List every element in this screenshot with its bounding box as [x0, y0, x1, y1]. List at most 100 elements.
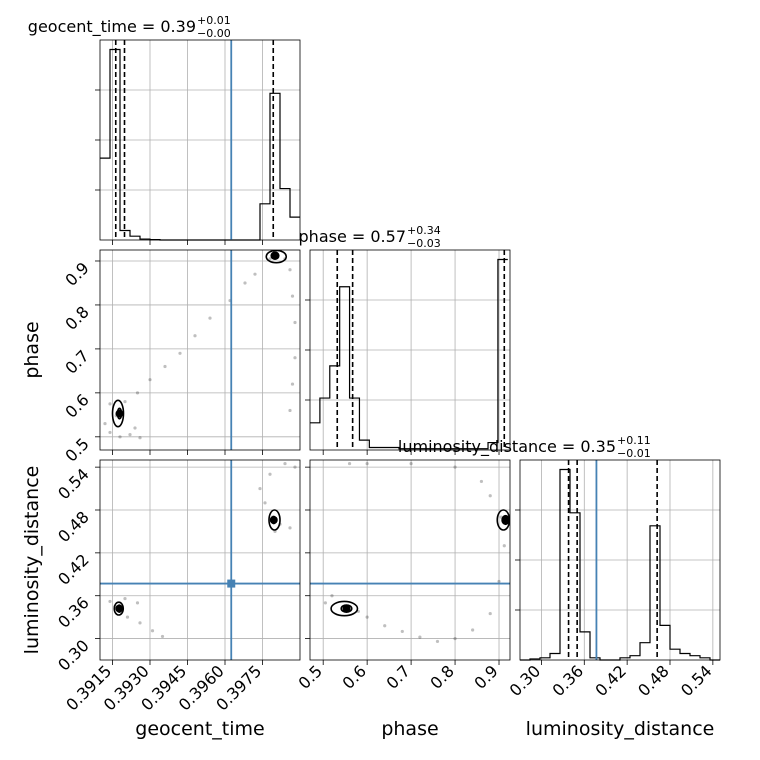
title-upper-err: +0.11	[617, 434, 651, 447]
sample-point	[138, 436, 142, 440]
x-tick-label: 0.36	[548, 661, 587, 700]
scatter-panel-phase-luminosity_distance: 0.5 0.6 0.7 0.8 0.9	[295, 459, 511, 693]
density-contour	[265, 250, 288, 264]
sample-point	[409, 461, 413, 466]
title-upper-err: +0.01	[197, 14, 231, 27]
panel-frame	[99, 459, 301, 661]
x-tick-label: 0.5	[295, 661, 326, 692]
scatter-panel-geocent_time-luminosity_distance: 0.39150.39300.39450.39600.39750.300.360.…	[54, 459, 301, 714]
sample-point	[108, 430, 112, 435]
sample-point	[471, 628, 475, 632]
density-contour	[330, 600, 359, 617]
sample-point	[288, 526, 292, 530]
density-peak	[269, 516, 278, 524]
y-tick-label: 0.7	[61, 346, 92, 377]
density-peak	[342, 604, 351, 613]
sample-point	[268, 472, 272, 476]
sample-point	[138, 621, 142, 625]
sample-point	[150, 629, 155, 633]
title-lower-err: −0.01	[617, 447, 651, 460]
sample-point	[400, 629, 404, 634]
sample-point	[290, 382, 295, 386]
sample-point	[453, 636, 457, 641]
panel-title-luminosity_distance: luminosity_distance = 0.35	[398, 437, 616, 457]
x-tick-label: 0.48	[634, 661, 673, 700]
sample-point	[118, 435, 122, 439]
sample-point	[330, 594, 334, 598]
y-tick-label: 0.5	[61, 434, 92, 465]
sample-point	[193, 334, 197, 338]
x-axis-label-phase: phase	[381, 718, 438, 740]
sample-point	[178, 351, 182, 355]
title-lower-err: −0.03	[407, 237, 441, 250]
panel-title-geocent_time: geocent_time = 0.39	[28, 17, 196, 37]
sample-point	[453, 465, 457, 469]
sample-point	[488, 494, 492, 498]
sample-point	[128, 433, 132, 437]
truth-marker	[227, 579, 236, 588]
x-axis-label-geocent_time: geocent_time	[135, 718, 264, 740]
sample-point	[253, 272, 257, 276]
sample-point	[323, 601, 327, 605]
scatter-content	[310, 460, 510, 660]
sample-point	[135, 601, 140, 605]
sample-point	[258, 486, 262, 491]
scatter-panel-geocent_time-phase: 0.5 0.6 0.7 0.8 0.9	[61, 249, 301, 466]
sample-point	[103, 422, 107, 426]
sample-point	[208, 316, 212, 320]
x-tick-label: 0.8	[426, 661, 457, 692]
panel-frame	[519, 459, 721, 661]
x-tick-label: 0.7	[382, 661, 413, 692]
sample-point	[383, 624, 387, 628]
y-tick-label: 0.8	[61, 302, 92, 333]
hist-panel-phase: phase = 0.57 +0.34−0.03	[299, 224, 511, 455]
sample-point	[497, 579, 501, 584]
histogram-phase	[310, 258, 508, 450]
title-upper-err: +0.34	[407, 224, 441, 237]
y-tick-label: 0.9	[61, 258, 92, 289]
sample-point	[148, 378, 152, 382]
sample-point	[293, 320, 297, 325]
x-tick-label: 0.42	[591, 661, 630, 700]
sample-point	[133, 426, 137, 430]
y-tick-label: 0.42	[54, 550, 93, 589]
y-axis-label-phase: phase	[21, 321, 43, 378]
sample-point	[123, 400, 127, 404]
sample-point	[283, 461, 287, 466]
sample-point	[268, 257, 272, 261]
sample-point	[290, 294, 295, 298]
y-tick-label: 0.30	[54, 636, 93, 675]
title-lower-err: −0.00	[197, 27, 231, 40]
y-axis-label-luminosity_distance: luminosity_distance	[21, 466, 43, 655]
panel-frame	[309, 459, 511, 661]
x-tick-label: 0.30	[506, 661, 545, 700]
x-tick-label: 0.6	[339, 661, 370, 692]
sample-point	[365, 461, 369, 466]
x-axis-label-luminosity_distance: luminosity_distance	[526, 718, 715, 740]
density-peak	[115, 409, 124, 418]
sample-point	[347, 461, 352, 466]
panel-title-phase: phase = 0.57	[299, 227, 406, 246]
sample-point	[293, 465, 297, 469]
sample-point	[163, 364, 167, 369]
sample-point	[123, 596, 127, 601]
sample-point	[288, 268, 292, 272]
sample-point	[243, 281, 247, 285]
density-peak	[271, 251, 279, 260]
y-tick-label: 0.48	[54, 507, 93, 546]
sample-point	[365, 615, 369, 619]
scatter-content	[100, 460, 300, 660]
x-tick-label: 0.54	[677, 661, 716, 700]
hist-panel-geocent_time: geocent_time = 0.39 +0.01−0.00	[28, 14, 301, 245]
sample-point	[435, 639, 440, 644]
y-tick-label: 0.6	[61, 390, 92, 421]
sample-point	[418, 635, 422, 639]
y-tick-label: 0.36	[54, 593, 93, 632]
density-contour	[268, 509, 281, 531]
sample-point	[479, 479, 484, 484]
sample-point	[288, 408, 292, 413]
x-tick-label: 0.9	[470, 661, 501, 692]
sample-point	[263, 501, 267, 505]
sample-point	[160, 634, 165, 639]
